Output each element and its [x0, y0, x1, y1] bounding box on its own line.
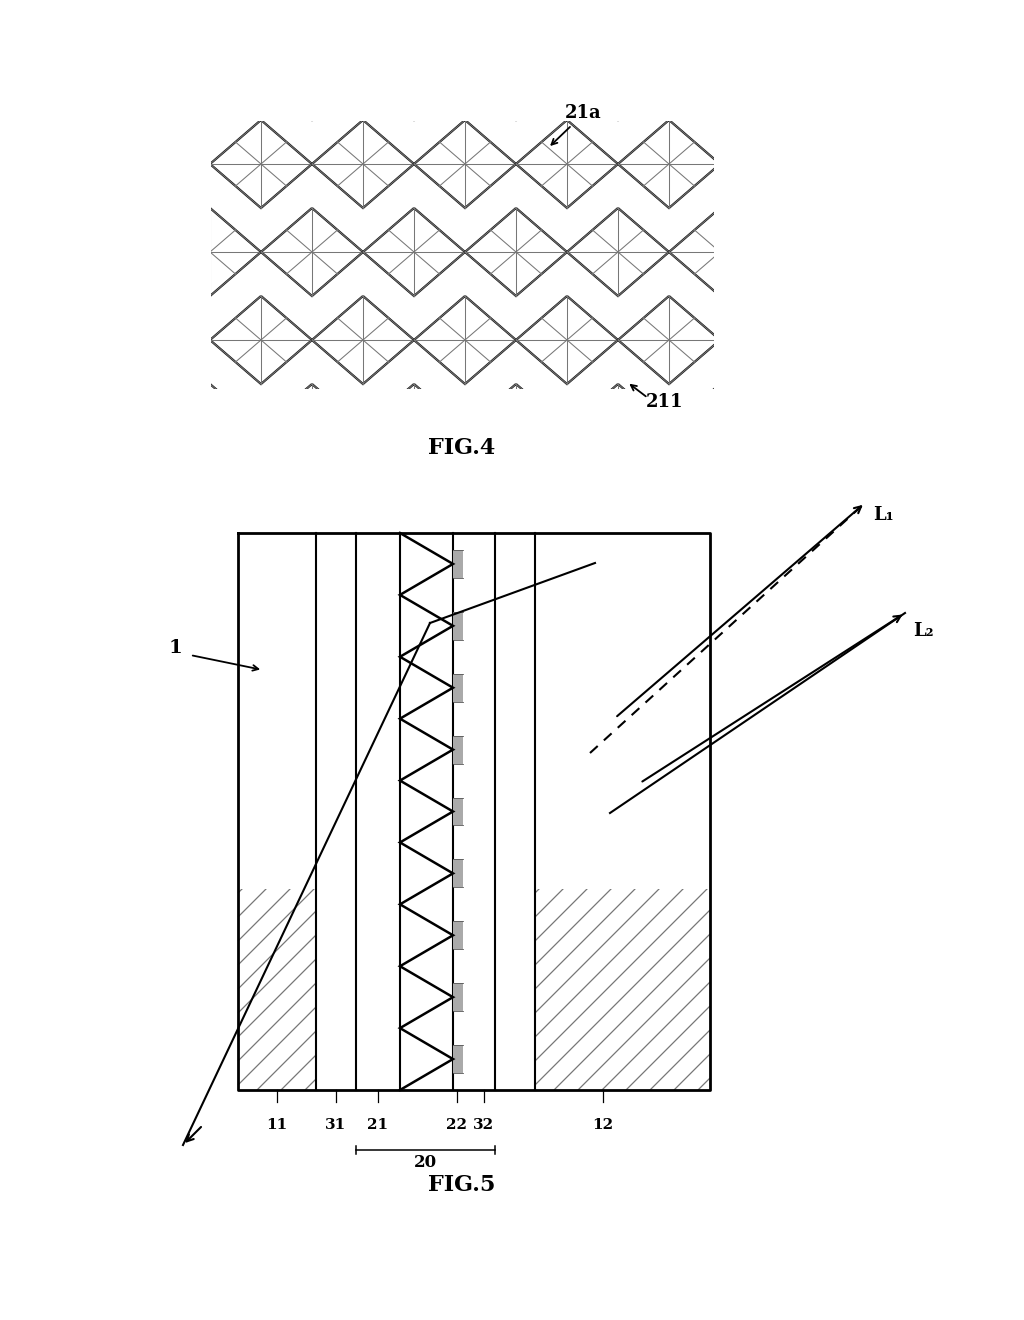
Text: 21: 21 — [368, 1118, 388, 1133]
Text: 32: 32 — [473, 1118, 495, 1133]
Text: 20: 20 — [414, 1154, 437, 1171]
Text: Patent Application Publication: Patent Application Publication — [82, 62, 298, 74]
Bar — [453, 735, 463, 763]
Bar — [453, 983, 463, 1011]
Text: Sep. 15, 2011  Sheet 3 of 17: Sep. 15, 2011 Sheet 3 of 17 — [358, 62, 555, 74]
Bar — [453, 673, 463, 702]
Bar — [453, 1045, 463, 1073]
Text: 22: 22 — [446, 1118, 467, 1133]
Text: 21a: 21a — [565, 104, 602, 121]
Bar — [453, 612, 463, 640]
Bar — [238, 533, 710, 1090]
Text: 11: 11 — [266, 1118, 288, 1133]
Bar — [210, 0, 715, 121]
Text: 12: 12 — [592, 1118, 613, 1133]
Text: L₂: L₂ — [913, 622, 934, 640]
Text: FIG.5: FIG.5 — [428, 1173, 496, 1196]
Text: 31: 31 — [326, 1118, 347, 1133]
Bar — [453, 859, 463, 887]
Text: L₁: L₁ — [873, 506, 894, 524]
Bar — [453, 797, 463, 825]
Text: US 2011/0222145 A1: US 2011/0222145 A1 — [658, 62, 806, 74]
Text: 211: 211 — [646, 393, 683, 411]
Bar — [453, 550, 463, 578]
Text: FIG.4: FIG.4 — [428, 437, 496, 459]
Bar — [0, 0, 211, 1320]
Text: 1: 1 — [168, 639, 182, 657]
Bar — [714, 0, 1024, 1320]
Bar — [210, 389, 715, 888]
Bar — [453, 921, 463, 949]
